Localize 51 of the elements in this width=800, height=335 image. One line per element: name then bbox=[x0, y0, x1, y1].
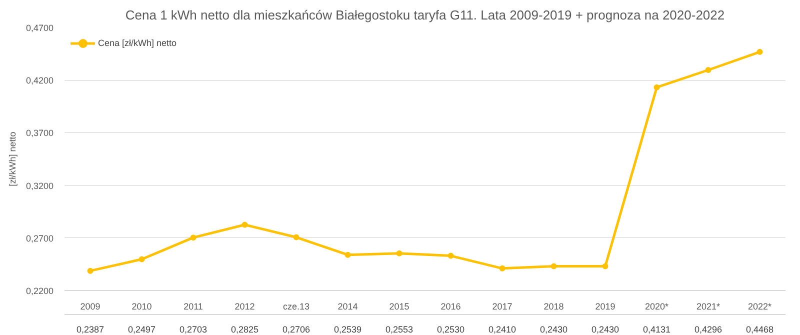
chart-title: Cena 1 kWh netto dla mieszkańców Białegostoku taryfa G11. Lata 2009-2019 + prognoza na 2020-2022 bbox=[125, 8, 725, 22]
y-tick-label: 0,2200 bbox=[26, 286, 54, 296]
x-tick-label: 2019 bbox=[595, 302, 616, 312]
x-tick-label: 2016 bbox=[440, 302, 461, 312]
point bbox=[190, 234, 196, 241]
x-tick-label: 2020* bbox=[644, 302, 670, 312]
point bbox=[550, 263, 557, 270]
point bbox=[499, 265, 506, 272]
data-label: 0,2430 bbox=[540, 324, 568, 334]
data-label: 0,2410 bbox=[488, 324, 516, 334]
point bbox=[602, 263, 608, 270]
x-tick-label: 2021* bbox=[696, 302, 721, 312]
point bbox=[396, 250, 402, 256]
y-tick-label: 0,3700 bbox=[26, 128, 54, 138]
data-label: 0,4131 bbox=[642, 324, 671, 334]
x-tick-label: 2009 bbox=[80, 302, 100, 312]
point bbox=[344, 252, 351, 258]
point bbox=[293, 234, 300, 240]
point bbox=[756, 48, 763, 55]
x-tick-label: 2018 bbox=[544, 302, 564, 312]
point bbox=[242, 222, 248, 228]
point bbox=[448, 252, 454, 259]
data-label: 0,2539 bbox=[334, 324, 362, 334]
data-label: 0,2430 bbox=[591, 324, 620, 334]
data-label: 0,4468 bbox=[746, 324, 774, 334]
x-tick-label: 2015 bbox=[389, 302, 410, 312]
point bbox=[138, 256, 145, 262]
point bbox=[705, 67, 712, 73]
y-tick-label: 0,4200 bbox=[26, 76, 54, 86]
x-tick-label: 2022* bbox=[748, 302, 772, 312]
x-tick-label: 2010 bbox=[132, 302, 152, 312]
data-label: 0,4296 bbox=[694, 324, 722, 334]
x-tick-label: 2014 bbox=[338, 302, 358, 312]
point bbox=[87, 268, 94, 274]
y-axis-title: [zł/kWh] netto bbox=[8, 132, 18, 186]
data-label: 0,2706 bbox=[282, 324, 310, 334]
y-tick-label: 0,3200 bbox=[26, 180, 54, 191]
y-tick-label: 0,2700 bbox=[26, 233, 54, 244]
x-tick-label: 2011 bbox=[184, 302, 203, 312]
data-label: 0,2703 bbox=[179, 324, 208, 334]
data-label: 0,2530 bbox=[436, 324, 465, 334]
x-tick-label: cze.13 bbox=[282, 302, 310, 312]
x-tick-label: 2017 bbox=[492, 302, 512, 312]
y-tick-label: 0,4700 bbox=[26, 23, 54, 33]
data-label: 0,2825 bbox=[230, 324, 259, 334]
data-label: 0,2387 bbox=[76, 324, 104, 334]
x-tick-label: 2012 bbox=[234, 302, 255, 312]
point bbox=[654, 84, 660, 90]
data-label: 0,2497 bbox=[128, 324, 156, 334]
data-label: 0,2553 bbox=[385, 324, 414, 334]
legend-label: Cena [zł/kWh] netto bbox=[98, 38, 177, 48]
